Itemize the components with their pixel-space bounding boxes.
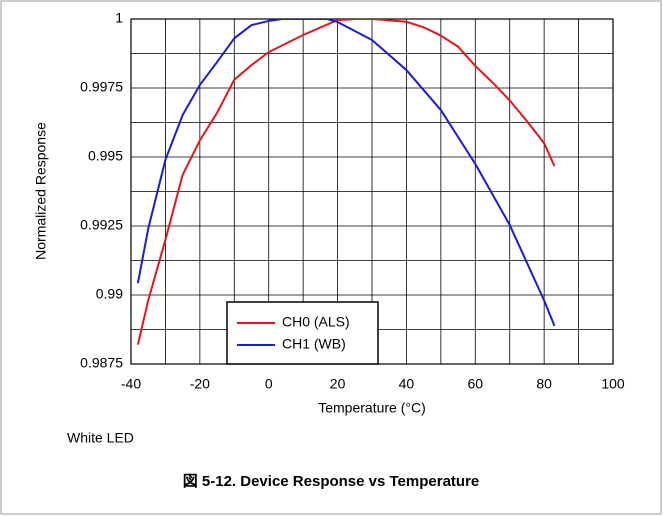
x-tick-label: 100: [601, 376, 625, 392]
y-axis-label: Normalized Response: [33, 122, 49, 260]
y-tick-label: 0.99: [96, 286, 123, 302]
x-tick-label: 40: [399, 376, 415, 392]
y-tick-label: 0.9875: [80, 355, 123, 371]
x-tick-label: 60: [467, 376, 483, 392]
x-axis-label: Temperature (°C): [318, 400, 426, 416]
y-tick-label: 0.9975: [80, 79, 123, 95]
y-tick-label: 0.9925: [80, 217, 123, 233]
x-tick-label: 80: [536, 376, 552, 392]
y-tick-label: 0.995: [88, 148, 123, 164]
legend-label: CH0 (ALS): [282, 314, 350, 330]
x-tick-label: 0: [265, 376, 273, 392]
x-tick-label: 20: [330, 376, 346, 392]
data-line: [136, 19, 556, 327]
y-tick-label: 1: [115, 10, 123, 26]
legend-label: CH1 (WB): [282, 336, 346, 352]
caption: 図 5-12. Device Response vs Temperature: [183, 473, 480, 490]
x-tick-label: -40: [121, 376, 141, 392]
x-tick-label: -20: [190, 376, 210, 392]
data-line: [136, 19, 556, 345]
annotation: White LED: [67, 430, 134, 446]
legend-box: [226, 301, 379, 365]
